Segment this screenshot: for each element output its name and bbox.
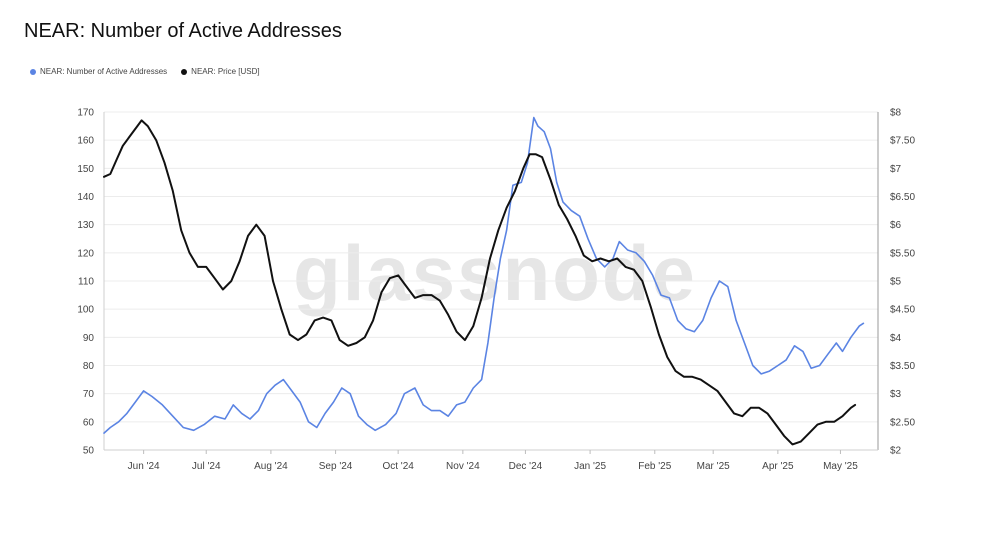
y-right-tick-label: $3 <box>890 389 902 400</box>
y-right-tick-label: $7.50 <box>890 136 915 147</box>
y-left-tick-label: 170 <box>77 108 94 119</box>
x-tick-label: Nov '24 <box>446 461 480 472</box>
x-tick-label: Dec '24 <box>509 461 543 472</box>
y-left-tick-label: 90 <box>83 333 95 344</box>
legend-label-price: NEAR: Price [USD] <box>191 67 260 76</box>
x-tick-label: Apr '25 <box>762 461 794 472</box>
x-tick-label: Oct '24 <box>382 461 414 472</box>
series-line-price <box>103 119 857 446</box>
series-line-active-addresses <box>103 116 865 434</box>
y-left-tick-label: 140 <box>77 192 94 203</box>
y-right-tick-label: $5.50 <box>890 248 915 259</box>
y-left-tick-label: 60 <box>83 417 95 428</box>
y-left-tick-label: 80 <box>83 361 95 372</box>
x-tick-label: Aug '24 <box>254 461 288 472</box>
y-right-tick-label: $6 <box>890 220 902 231</box>
y-right-tick-label: $8 <box>890 108 902 119</box>
y-left-tick-label: 100 <box>77 305 94 316</box>
y-left-tick-label: 110 <box>78 277 94 288</box>
y-right-tick-label: $4.50 <box>890 305 915 316</box>
x-tick-label: May '25 <box>823 461 858 472</box>
y-left-tick-label: 70 <box>83 389 95 400</box>
y-right-tick-label: $2 <box>890 446 902 457</box>
x-tick-label: Jun '24 <box>128 461 160 472</box>
y-right-tick-label: $4 <box>890 333 902 344</box>
legend: NEAR: Number of Active Addresses NEAR: P… <box>30 67 260 76</box>
y-right-tick-label: $3.50 <box>890 361 915 372</box>
x-tick-label: Jan '25 <box>574 461 606 472</box>
y-left-tick-label: 150 <box>77 164 94 175</box>
x-tick-label: Jul '24 <box>192 461 221 472</box>
legend-item-price[interactable]: NEAR: Price [USD] <box>181 67 260 76</box>
y-right-tick-label: $6.50 <box>890 192 915 203</box>
y-left-tick-label: 130 <box>77 220 94 231</box>
y-left-tick-label: 160 <box>77 136 94 147</box>
y-left-tick-label: 120 <box>77 248 94 259</box>
y-right-tick-label: $7 <box>890 164 902 175</box>
legend-dot-active-addresses <box>30 68 36 75</box>
legend-label-active-addresses: NEAR: Number of Active Addresses <box>40 67 168 76</box>
legend-item-active-addresses[interactable]: NEAR: Number of Active Addresses <box>30 67 167 76</box>
x-tick-label: Sep '24 <box>319 461 353 472</box>
chart-title: NEAR: Number of Active Addresses <box>24 20 342 42</box>
x-tick-label: Feb '25 <box>638 461 671 472</box>
y-right-tick-label: $2.50 <box>890 417 915 428</box>
x-tick-label: Mar '25 <box>697 461 730 472</box>
legend-dot-price <box>181 68 188 75</box>
y-right-tick-label: $5 <box>890 277 902 288</box>
y-left-tick-label: 50 <box>83 446 95 457</box>
